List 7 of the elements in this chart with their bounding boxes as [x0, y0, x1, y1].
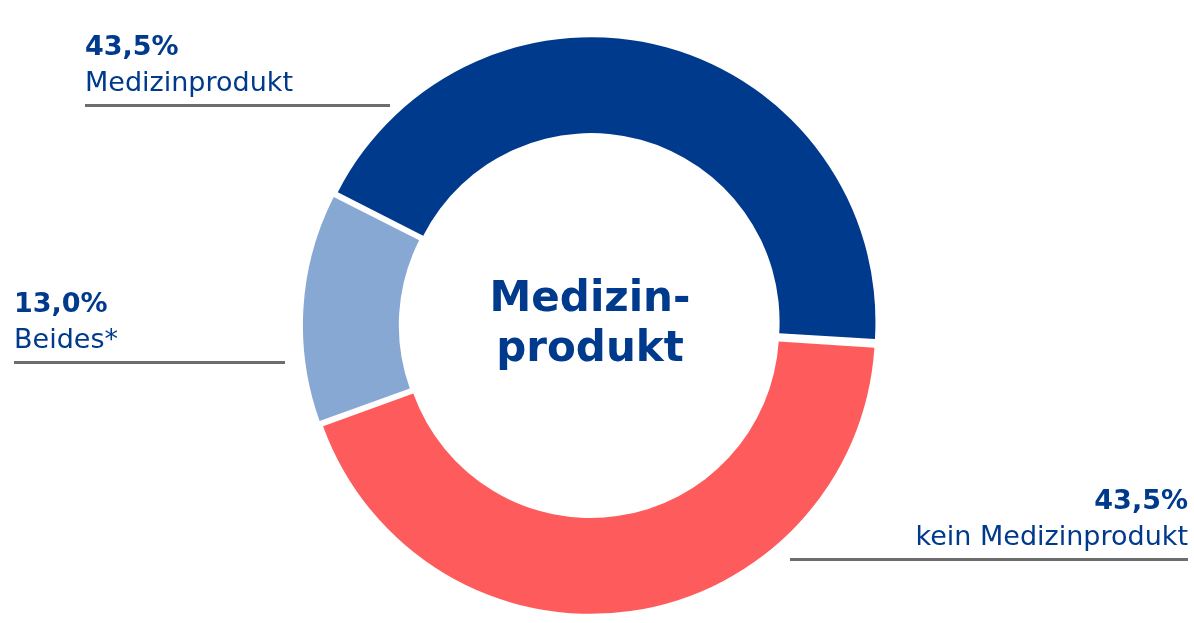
slice-label: Beides*	[14, 323, 118, 354]
data-label: 43,5%	[1093, 483, 1188, 517]
slice-label: Medizinprodukt	[85, 66, 293, 97]
data-label: 13,0%	[14, 286, 109, 320]
data-label: 43,5%	[85, 29, 180, 63]
slice-label: kein Medizinprodukt	[915, 520, 1188, 551]
text: Medizin-produkt	[488, 272, 692, 372]
